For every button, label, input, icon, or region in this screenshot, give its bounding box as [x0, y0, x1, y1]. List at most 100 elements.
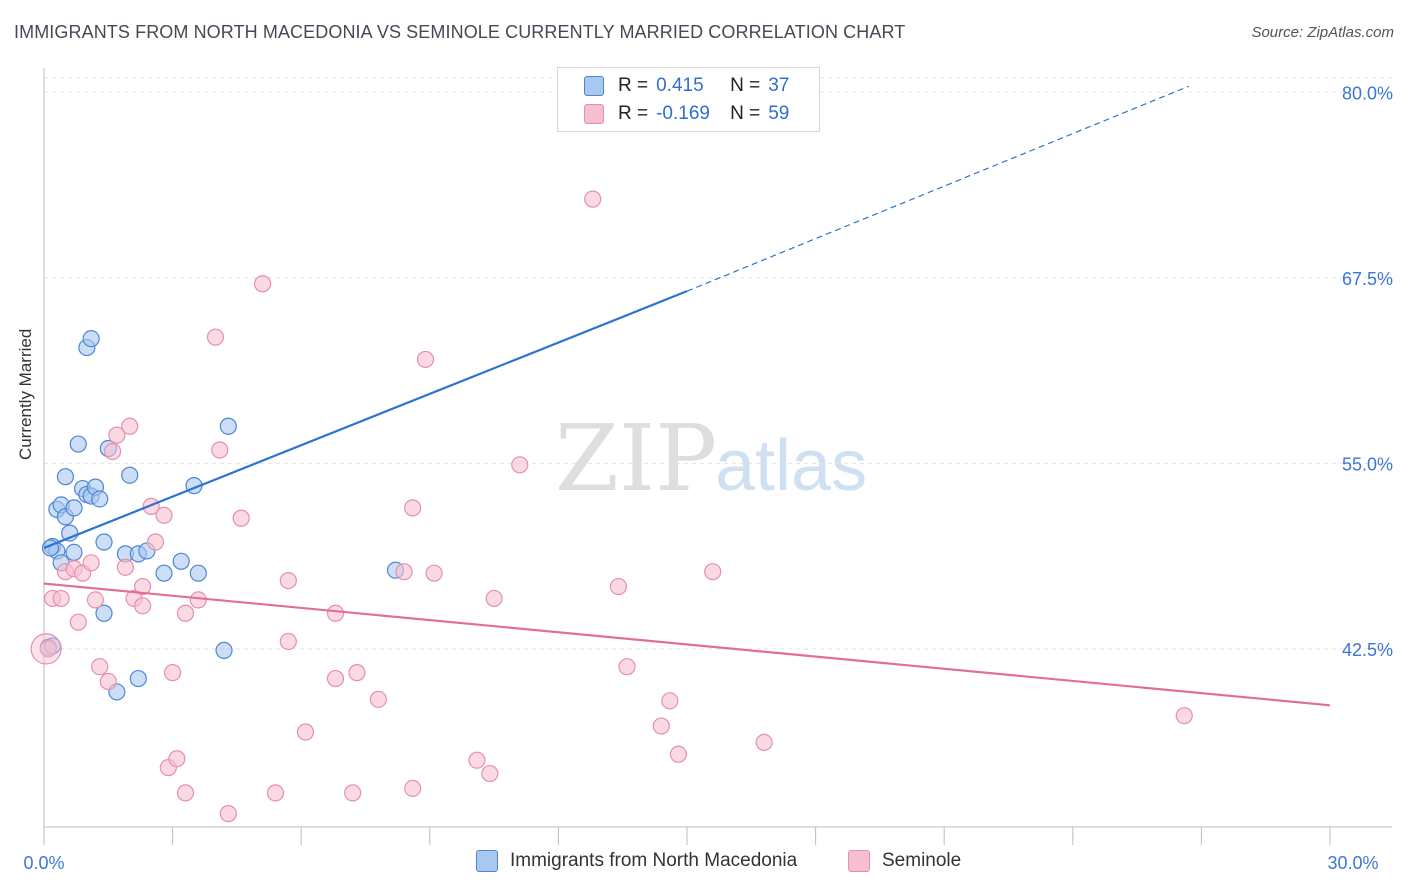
- seminole-point: [219, 805, 237, 823]
- seminole-point: [404, 779, 422, 798]
- r-value: 0.415: [656, 75, 704, 96]
- seminole-point: [618, 658, 636, 676]
- seminole-point: [30, 633, 62, 665]
- seminole-point: [82, 554, 100, 572]
- stats-legend: R = 0.415 N = 37 R = -0.169 N = 59: [557, 67, 820, 132]
- seminole-point: [232, 509, 250, 527]
- seminole-point: [425, 564, 443, 582]
- n-value: 37: [768, 75, 790, 96]
- n-label: N =: [730, 103, 761, 124]
- seminole-point: [86, 591, 105, 609]
- seminole-point: [108, 426, 126, 444]
- seminole-point: [481, 764, 499, 783]
- seminole-point: [91, 658, 109, 676]
- legend-item-seminole[interactable]: Seminole: [848, 850, 961, 872]
- seminole-point: [155, 506, 173, 524]
- seminole-point: [164, 664, 182, 682]
- seminole-point: [416, 350, 435, 369]
- seminole-point: [39, 640, 57, 658]
- seminole-point: [404, 499, 422, 517]
- north-macedonia-point: [95, 604, 113, 622]
- seminole-point: [485, 589, 503, 608]
- seminole-point: [103, 442, 122, 461]
- north-macedonia-trend-extension: [686, 85, 1189, 292]
- seminole-trend-line: [43, 582, 1331, 707]
- y-tick-label: 55.0%: [1342, 454, 1393, 474]
- x-tick-label-start: 0.0%: [23, 853, 64, 873]
- n-label: N =: [730, 75, 761, 96]
- north-macedonia-point: [65, 499, 83, 517]
- series-legend: Immigrants from North Macedonia Seminole: [0, 850, 1406, 878]
- watermark-atlas: atlas: [715, 426, 867, 506]
- seminole-point: [254, 275, 272, 293]
- legend-item-north-macedonia[interactable]: Immigrants from North Macedonia: [476, 850, 797, 872]
- north-macedonia-point: [219, 417, 237, 435]
- r-label: R =: [618, 75, 649, 96]
- seminole-point: [661, 692, 679, 710]
- seminole-point: [395, 563, 413, 581]
- legend-label: Seminole: [882, 850, 962, 871]
- north-macedonia-point: [69, 435, 87, 453]
- stats-legend-row-pink: R = -0.169 N = 59: [584, 100, 789, 128]
- seminole-point: [344, 784, 362, 802]
- seminole-point: [176, 604, 195, 622]
- seminole-point: [652, 717, 670, 735]
- seminole-point: [211, 441, 229, 459]
- north-macedonia-point: [121, 466, 139, 484]
- north-macedonia-trend-line: [43, 290, 688, 549]
- north-macedonia-point: [91, 490, 109, 508]
- seminole-point: [326, 669, 345, 688]
- blue-swatch: [584, 76, 604, 96]
- north-macedonia-point: [82, 330, 100, 348]
- seminole-point: [468, 751, 486, 769]
- seminole-point: [279, 572, 297, 590]
- seminole-point: [206, 328, 225, 346]
- r-label: R =: [618, 103, 649, 124]
- stats-legend-row-blue: R = 0.415 N = 37: [584, 72, 789, 100]
- pink-swatch: [584, 104, 604, 124]
- n-value: 59: [768, 103, 790, 124]
- seminole-point: [584, 190, 602, 208]
- north-macedonia-point: [189, 564, 207, 582]
- seminole-point: [279, 632, 297, 651]
- seminole-point: [168, 750, 186, 768]
- seminole-point: [755, 733, 773, 751]
- seminole-point: [69, 613, 87, 631]
- y-tick-label: 67.5%: [1342, 269, 1393, 289]
- north-macedonia-point: [95, 533, 113, 551]
- north-macedonia-point: [172, 552, 190, 570]
- north-macedonia-point: [215, 641, 233, 659]
- seminole-point: [99, 672, 117, 691]
- y-tick-label: 80.0%: [1342, 83, 1393, 103]
- seminole-point: [133, 577, 152, 596]
- seminole-point: [121, 417, 139, 435]
- x-tick-label-end: 30.0%: [1327, 853, 1378, 873]
- seminole-point: [609, 577, 628, 596]
- pink-swatch: [848, 850, 870, 872]
- seminole-point: [704, 563, 722, 581]
- seminole-point: [1175, 707, 1193, 725]
- north-macedonia-point: [56, 468, 75, 486]
- seminole-point: [511, 456, 529, 474]
- watermark-zip: ZIP: [555, 405, 717, 512]
- seminole-point: [669, 745, 688, 763]
- seminole-point: [176, 784, 195, 802]
- seminole-point: [326, 604, 345, 622]
- north-macedonia-point: [65, 543, 83, 562]
- r-value: -0.169: [656, 103, 710, 124]
- seminole-point: [296, 723, 315, 741]
- seminole-point: [266, 784, 285, 802]
- seminole-point: [52, 589, 70, 608]
- seminole-point: [146, 533, 165, 551]
- seminole-point: [189, 591, 207, 609]
- seminole-point: [133, 597, 152, 615]
- seminole-point: [116, 558, 135, 576]
- seminole-point: [369, 690, 387, 708]
- north-macedonia-point: [155, 564, 173, 582]
- y-tick-label: 42.5%: [1342, 640, 1393, 660]
- north-macedonia-point: [129, 669, 147, 688]
- chart-source: Source: ZipAtlas.com: [1251, 24, 1394, 41]
- seminole-point: [348, 664, 366, 682]
- legend-label: Immigrants from North Macedonia: [510, 850, 798, 871]
